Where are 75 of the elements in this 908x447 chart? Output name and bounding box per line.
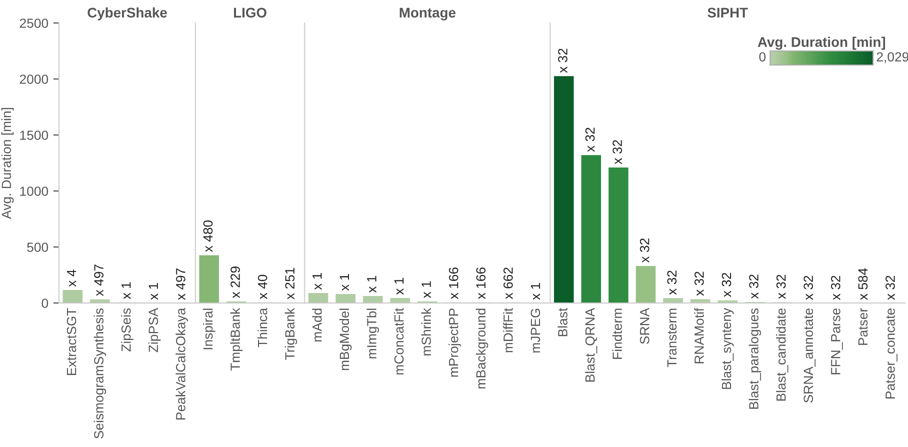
x-tick-label: Blast_candidate	[776, 308, 788, 401]
x-tick-label: mJPEG	[530, 308, 540, 352]
x-tick-label: TmpltBank	[230, 308, 243, 371]
x-tick-label: FFN_Parse	[831, 308, 843, 374]
x-tick-label: Inspiral	[202, 308, 216, 350]
x-tick-label: TrigBank	[284, 308, 298, 360]
x-tick-label: mProjectPP	[448, 308, 461, 377]
data-label: x 584	[858, 268, 868, 300]
x-tick-label: RNAMotif	[694, 308, 704, 364]
x-tick-label: Thinca	[258, 308, 268, 348]
x-tick-label: mConcatFit	[394, 308, 404, 374]
x-tick-label: mShrink	[421, 308, 431, 356]
data-label: x 4	[66, 270, 76, 287]
x-tick-label: Blast	[558, 308, 568, 336]
y-tick-label: 500	[27, 242, 48, 252]
x-tick-label: mBackground	[476, 308, 488, 388]
data-label: x 166	[476, 268, 486, 300]
data-label: x 497	[176, 268, 186, 300]
data-label: x 32	[886, 276, 895, 300]
data-label: x 32	[694, 272, 704, 296]
data-label: x 1	[148, 283, 158, 300]
x-tick-label: ExtractSGT	[66, 308, 76, 375]
data-label: x 1	[340, 274, 349, 291]
data-label: x 32	[585, 128, 595, 152]
data-label: x 1	[122, 282, 131, 300]
annotation: 0	[759, 52, 766, 62]
x-tick-label: Patser	[858, 308, 868, 345]
y-tick-label: 1500	[20, 130, 48, 140]
data-label: x 1	[312, 272, 322, 290]
x-tick-label: ZipPSA	[148, 308, 161, 352]
data-label: x 32	[667, 270, 677, 295]
chart-title: CyberShake	[88, 7, 167, 20]
x-tick-label: PeakValCalcOkaya	[176, 308, 188, 420]
x-tick-label: Blast_synteny	[721, 308, 734, 389]
chart-title: LIGO	[234, 8, 266, 18]
x-tick-label: SRNA	[640, 308, 650, 344]
data-label: x 32	[804, 276, 814, 300]
data-label: x 32	[722, 272, 732, 298]
y-tick-label: 1000	[20, 186, 48, 196]
data-label: x 229	[230, 266, 240, 298]
x-tick-label: Blast_QRNA	[585, 308, 598, 382]
data-label: x 1	[367, 276, 376, 293]
data-label: x 32	[830, 276, 840, 300]
data-label: x 1	[394, 278, 404, 295]
y-axis-title: Avg. Duration [min]	[1, 108, 14, 219]
data-label: x 662	[503, 268, 513, 300]
data-label: x 32	[640, 238, 650, 263]
x-tick-label: Findterm	[612, 308, 622, 359]
chart-title: SIPHT	[708, 8, 748, 18]
data-label: x 32	[612, 140, 622, 164]
data-label: x 32	[749, 274, 758, 299]
x-tick-label: mDiffFit	[503, 308, 513, 352]
data-label: x 32	[776, 274, 786, 299]
y-tick-label: 2500	[20, 18, 48, 28]
data-label: x 32	[558, 48, 568, 73]
x-tick-label: Blast_paralogues	[748, 308, 762, 409]
x-tick-label: SRNA_annotate	[804, 308, 816, 403]
data-label: x 497	[94, 264, 104, 296]
color-bar-title: Avg. Duration [min]	[758, 36, 886, 50]
x-tick-label: Patser_concate	[886, 308, 898, 398]
x-tick-label: mImgTbl	[366, 308, 379, 358]
y-tick-label: 0	[42, 298, 48, 308]
data-label: x 40	[258, 274, 268, 300]
data-label: x 1	[530, 283, 540, 300]
x-tick-label: SeismogramSynthesis	[94, 308, 106, 439]
x-tick-label: Transterm	[667, 308, 677, 368]
y-tick-label: 2000	[20, 74, 48, 84]
x-tick-label: mAdd	[312, 308, 322, 342]
data-label: x 480	[203, 220, 213, 252]
x-tick-label: ZipSeis	[121, 308, 134, 352]
data-label: x 166	[448, 268, 458, 300]
x-tick-label: mBgModel	[339, 308, 352, 370]
data-label: x 251	[285, 268, 295, 300]
data-label: x 1	[422, 281, 431, 298]
chart-title: Montage	[400, 8, 456, 20]
